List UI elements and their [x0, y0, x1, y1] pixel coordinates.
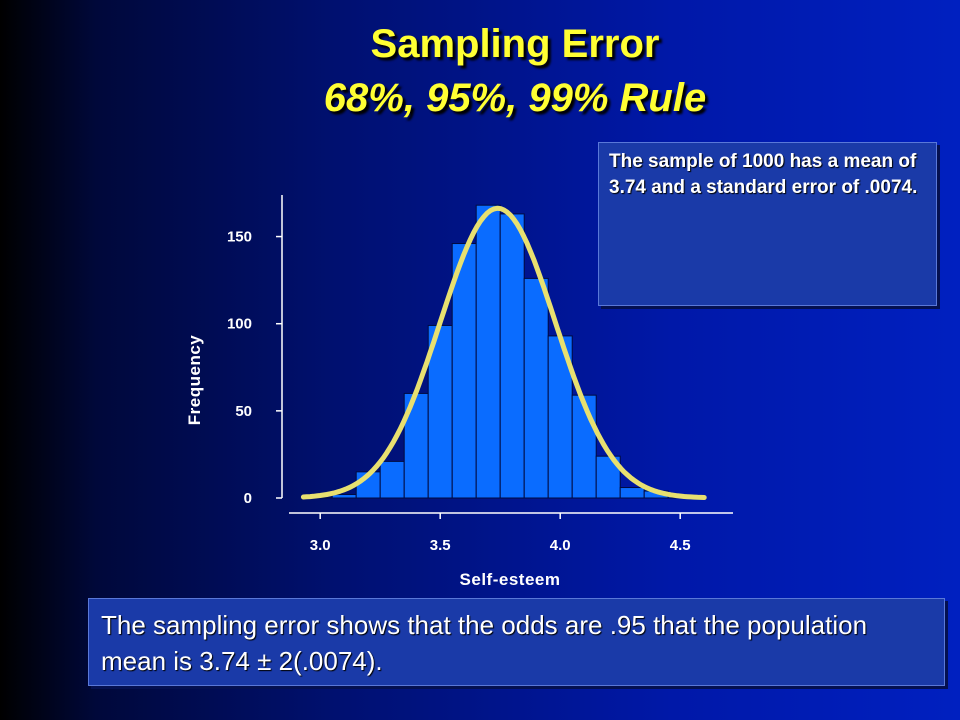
x-tick-label: 4.0	[550, 537, 571, 554]
sample-info-box: The sample of 1000 has a mean of 3.74 an…	[598, 142, 937, 306]
histogram-bar	[475, 204, 501, 499]
y-tick-label: 50	[235, 403, 252, 420]
histogram-bar	[499, 213, 525, 499]
histogram-bar	[379, 460, 405, 499]
chart-axes	[281, 195, 733, 514]
histogram-bar	[571, 394, 597, 499]
x-axis-label: Self-esteem	[460, 570, 561, 589]
histogram-bar	[619, 487, 645, 499]
slide-title-line2: 68%, 95%, 99% Rule	[323, 76, 707, 120]
conclusion-box: The sampling error shows that the odds a…	[88, 598, 945, 686]
histogram-bar	[451, 243, 477, 499]
y-axis-ticks: 0 50 100 150	[227, 229, 282, 507]
histogram-bar	[523, 277, 549, 499]
x-axis-ticks: 3.0 3.5 4.0 4.5	[310, 513, 691, 554]
sample-info-text: The sample of 1000 has a mean of 3.74 an…	[609, 151, 918, 198]
slide-title-line1: Sampling Error	[370, 22, 660, 66]
conclusion-text: The sampling error shows that the odds a…	[101, 610, 868, 676]
y-axis-label: Frequency	[185, 335, 204, 426]
y-tick-label: 100	[227, 316, 252, 333]
x-tick-label: 4.5	[670, 537, 691, 554]
x-tick-label: 3.5	[430, 537, 451, 554]
normal-curve	[300, 205, 707, 500]
y-tick-label: 150	[227, 229, 252, 246]
y-tick-label: 0	[244, 490, 252, 507]
x-tick-label: 3.0	[310, 537, 331, 554]
